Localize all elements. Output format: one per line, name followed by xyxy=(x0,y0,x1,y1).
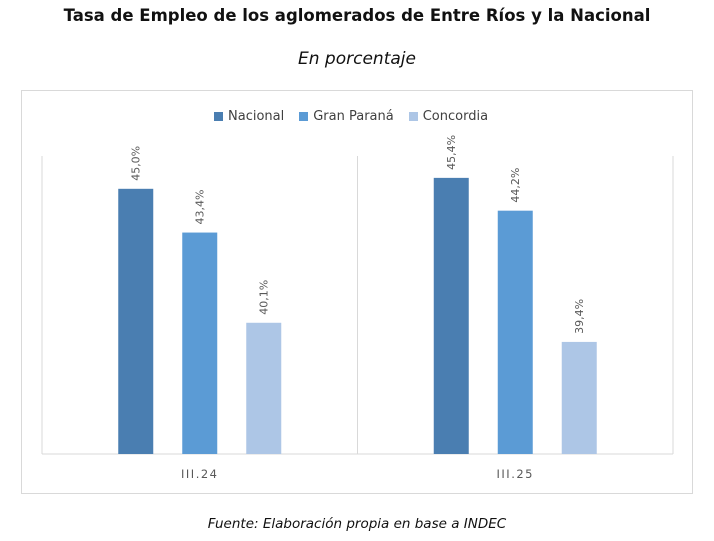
x-tick-label: III.25 xyxy=(497,467,534,481)
data-label: 39,4% xyxy=(573,299,586,334)
bar-gran-paraná-III.24 xyxy=(182,232,218,454)
bar-concordia-III.25 xyxy=(561,341,597,454)
legend-swatch-gran-parana xyxy=(299,112,309,121)
data-label: 43,4% xyxy=(194,190,207,225)
data-label: 40,1% xyxy=(258,280,271,315)
legend-item-concordia: Concordia xyxy=(408,109,489,124)
source-note: Fuente: Elaboración propia en base a IND… xyxy=(207,516,507,532)
bar-gran-paraná-III.25 xyxy=(497,210,533,454)
bar-nacional-III.25 xyxy=(433,177,469,454)
data-label: 44,2% xyxy=(509,168,522,203)
legend-swatch-concordia xyxy=(408,112,418,121)
bar-nacional-III.24 xyxy=(118,188,154,454)
chart-subtitle: En porcentaje xyxy=(298,49,416,69)
x-tick-label: III.24 xyxy=(181,467,218,481)
legend-label-gran-parana: Gran Paraná xyxy=(313,109,394,124)
legend-swatch-nacional xyxy=(214,112,223,121)
data-label: 45,0% xyxy=(130,146,143,181)
legend: Nacional Gran Paraná Concordia xyxy=(214,109,503,124)
legend-item-gran-parana: Gran Paraná xyxy=(299,109,394,124)
legend-label-nacional: Nacional xyxy=(228,109,285,124)
chart-title: Tasa de Empleo de los aglomerados de Ent… xyxy=(63,6,651,25)
bar-concordia-III.24 xyxy=(246,322,282,454)
legend-label-concordia: Concordia xyxy=(422,109,489,124)
data-label: 45,4% xyxy=(445,135,458,170)
legend-item-nacional: Nacional xyxy=(214,109,284,124)
